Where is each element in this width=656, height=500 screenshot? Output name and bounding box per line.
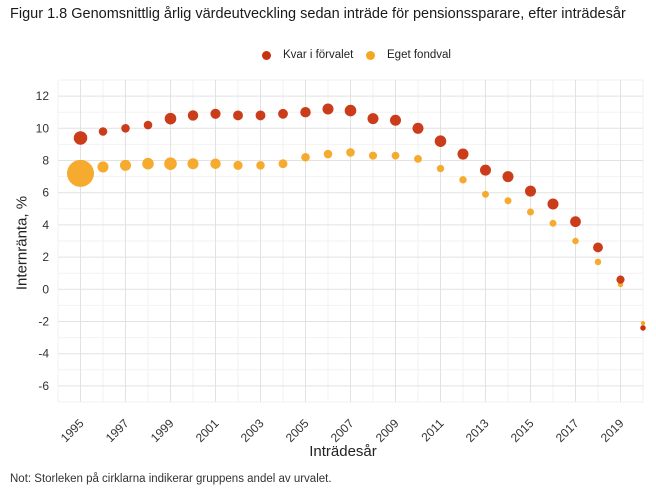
y-tick-label: 0 xyxy=(42,282,49,296)
point-eget-fondval xyxy=(164,157,177,171)
y-tick-label: -4 xyxy=(38,347,49,361)
x-tick-label: 2001 xyxy=(193,416,222,445)
point-kvar-i-forvalet xyxy=(344,104,357,117)
point-kvar-i-forvalet xyxy=(367,113,379,125)
x-tick-label: 2019 xyxy=(598,416,627,445)
point-eget-fondval xyxy=(527,208,534,216)
x-tick-label: 1999 xyxy=(148,416,177,445)
point-eget-fondval xyxy=(368,151,378,160)
point-eget-fondval xyxy=(210,158,221,169)
chart-title: Figur 1.8 Genomsnittlig årlig värdeutvec… xyxy=(10,6,626,22)
point-kvar-i-forvalet xyxy=(547,198,559,210)
point-kvar-i-forvalet xyxy=(300,106,311,118)
point-kvar-i-forvalet xyxy=(412,122,424,134)
y-tick-label: -2 xyxy=(38,315,49,329)
point-eget-fondval xyxy=(640,320,646,326)
x-tick-label: 2011 xyxy=(418,416,446,444)
point-kvar-i-forvalet xyxy=(593,242,603,253)
y-tick-label: -6 xyxy=(38,379,49,393)
x-tick-label: 2015 xyxy=(508,416,537,445)
y-tick-label: 2 xyxy=(42,250,49,264)
y-tick-label: 12 xyxy=(36,89,50,103)
y-axis-label: Internränta, % xyxy=(13,195,31,291)
point-eget-fondval xyxy=(504,197,512,205)
point-kvar-i-forvalet xyxy=(640,325,646,331)
point-kvar-i-forvalet xyxy=(233,110,243,121)
y-tick-label: 6 xyxy=(42,186,49,200)
chart-legend: Kvar i förvalet Eget fondval xyxy=(0,49,656,65)
point-kvar-i-forvalet xyxy=(210,108,221,119)
point-eget-fondval xyxy=(459,176,467,184)
point-kvar-i-forvalet xyxy=(524,185,537,197)
point-kvar-i-forvalet xyxy=(389,114,402,126)
point-kvar-i-forvalet xyxy=(479,164,492,176)
point-eget-fondval xyxy=(278,159,288,169)
point-kvar-i-forvalet xyxy=(164,112,177,125)
point-kvar-i-forvalet xyxy=(187,110,199,121)
point-eget-fondval xyxy=(256,161,265,170)
x-axis-label: Inträdesår xyxy=(309,443,377,460)
y-tick-label: 8 xyxy=(42,154,49,168)
x-tick-label: 2005 xyxy=(283,416,312,445)
point-kvar-i-forvalet xyxy=(434,135,447,147)
point-eget-fondval xyxy=(119,159,132,171)
point-eget-fondval xyxy=(572,237,579,245)
point-eget-fondval xyxy=(323,149,333,159)
legend-item-kvar-i-forvalet: Kvar i förvalet xyxy=(262,49,353,61)
y-tick-label: 4 xyxy=(42,218,49,232)
legend-dot-icon xyxy=(366,50,375,60)
point-kvar-i-forvalet xyxy=(121,124,130,133)
point-eget-fondval xyxy=(482,190,489,198)
x-tick-label: 1995 xyxy=(58,416,87,445)
point-eget-fondval xyxy=(187,158,199,170)
y-tick-label: 10 xyxy=(36,121,50,135)
point-kvar-i-forvalet xyxy=(502,171,514,183)
x-tick-label: 1997 xyxy=(103,416,132,445)
point-eget-fondval xyxy=(66,159,95,187)
point-kvar-i-forvalet xyxy=(616,275,625,284)
point-kvar-i-forvalet xyxy=(570,216,581,228)
point-eget-fondval xyxy=(346,148,355,157)
x-tick-label: 2007 xyxy=(328,416,357,445)
legend-item-eget-fondval: Eget fondval xyxy=(366,49,451,61)
point-kvar-i-forvalet xyxy=(98,127,108,136)
point-eget-fondval xyxy=(391,151,400,160)
point-eget-fondval xyxy=(142,157,154,170)
x-tick-label: 2003 xyxy=(238,416,267,445)
legend-dot-icon xyxy=(262,50,271,60)
point-kvar-i-forvalet xyxy=(278,108,288,119)
x-tick-label: 2017 xyxy=(553,416,582,445)
legend-label: Eget fondval xyxy=(387,49,451,61)
point-kvar-i-forvalet xyxy=(143,120,153,130)
point-eget-fondval xyxy=(414,154,422,163)
point-eget-fondval xyxy=(97,161,109,173)
point-eget-fondval xyxy=(301,153,310,162)
footnote: Not: Storleken på cirklarna indikerar gr… xyxy=(10,473,332,485)
point-kvar-i-forvalet xyxy=(457,148,469,160)
x-tick-label: 2009 xyxy=(373,416,402,445)
point-eget-fondval xyxy=(594,258,602,266)
point-kvar-i-forvalet xyxy=(322,103,334,115)
point-kvar-i-forvalet xyxy=(73,131,88,145)
point-eget-fondval xyxy=(233,160,243,170)
point-eget-fondval xyxy=(436,164,445,173)
x-tick-label: 2013 xyxy=(463,416,492,445)
point-kvar-i-forvalet xyxy=(255,110,266,121)
point-eget-fondval xyxy=(549,219,557,227)
legend-label: Kvar i förvalet xyxy=(283,49,354,61)
